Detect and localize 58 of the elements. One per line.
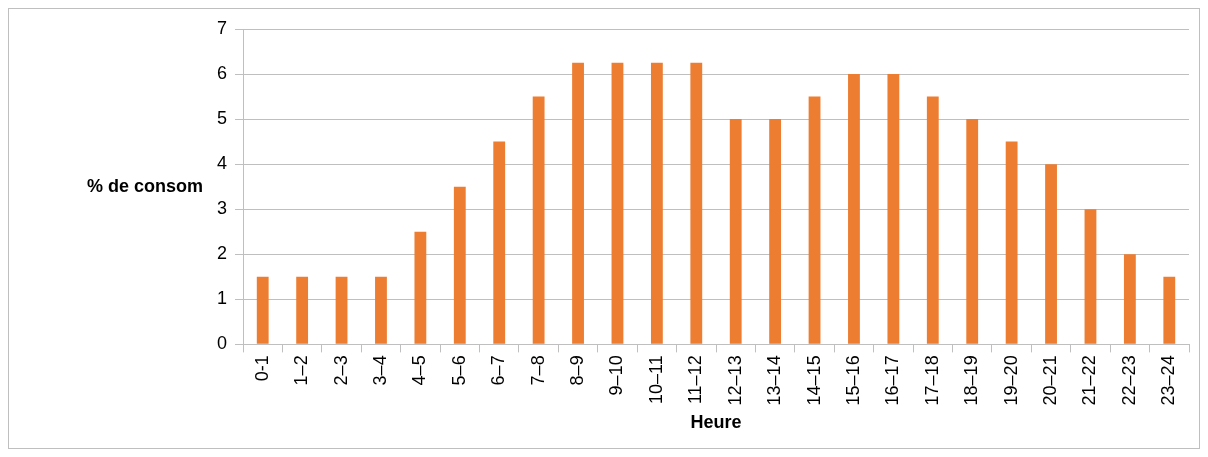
x-tick-label: 21–22 (1079, 355, 1100, 406)
y-tick-label: 7 (217, 17, 228, 38)
y-axis-title: % de consom (86, 175, 204, 196)
bar (690, 62, 703, 344)
bar (1005, 141, 1018, 344)
x-tick-label: 3–4 (369, 355, 390, 386)
x-tick-label: 17–18 (921, 355, 942, 406)
x-tick-label: 16–17 (882, 355, 903, 406)
x-tick-label: 15–16 (842, 355, 863, 406)
x-tick-label: 10–11 (645, 355, 666, 405)
bar (1084, 209, 1097, 344)
bar (848, 74, 860, 344)
bar (453, 186, 466, 344)
x-tick-label: 12–13 (724, 355, 745, 406)
y-tick-label: 6 (217, 63, 228, 84)
y-tick-label: 1 (217, 288, 228, 309)
y-tick-label: 3 (217, 198, 228, 219)
x-tick-label: 19–20 (1000, 355, 1021, 406)
bar (650, 62, 663, 344)
x-tick-label: 20–21 (1040, 355, 1061, 406)
x-axis-title: Heure (690, 412, 742, 433)
bar (926, 96, 939, 344)
bar (1123, 254, 1136, 344)
x-tick-label: 6–7 (488, 355, 509, 386)
y-tick-label: 4 (217, 153, 228, 174)
x-tick-label: 9–10 (606, 355, 627, 396)
x-tick-label: 2–3 (330, 355, 351, 386)
bar (335, 276, 348, 344)
bar (532, 96, 545, 344)
bar (966, 119, 979, 344)
bar (808, 96, 821, 344)
bar (256, 276, 269, 344)
bar (729, 119, 742, 344)
x-tick-label: 13–14 (764, 355, 785, 406)
x-tick-label: 0-1 (251, 355, 272, 382)
x-tick-label: 23–24 (1158, 355, 1179, 406)
x-tick-label: 7–8 (527, 355, 548, 386)
x-tick-label: 1–2 (291, 355, 312, 386)
bar (769, 119, 782, 344)
x-tick-label: 22–23 (1118, 355, 1139, 406)
bar (572, 62, 584, 344)
x-tick-label: 4–5 (409, 355, 430, 386)
bar (414, 231, 427, 344)
bar (1045, 164, 1057, 344)
bar (296, 276, 309, 344)
y-tick-label: 2 (217, 243, 228, 264)
bar (887, 74, 900, 344)
x-tick-label: 5–6 (448, 355, 469, 386)
bar (1163, 276, 1176, 344)
x-tick-label: 8–9 (567, 355, 588, 386)
x-tick-label: 11–12 (685, 355, 706, 405)
y-tick-label: 0 (217, 333, 228, 354)
x-tick-label: 14–15 (803, 355, 824, 406)
x-tick-label: 18–19 (961, 355, 982, 406)
bar (375, 276, 387, 344)
y-tick-label: 5 (217, 108, 228, 129)
bar (493, 141, 506, 344)
bar (611, 62, 624, 344)
